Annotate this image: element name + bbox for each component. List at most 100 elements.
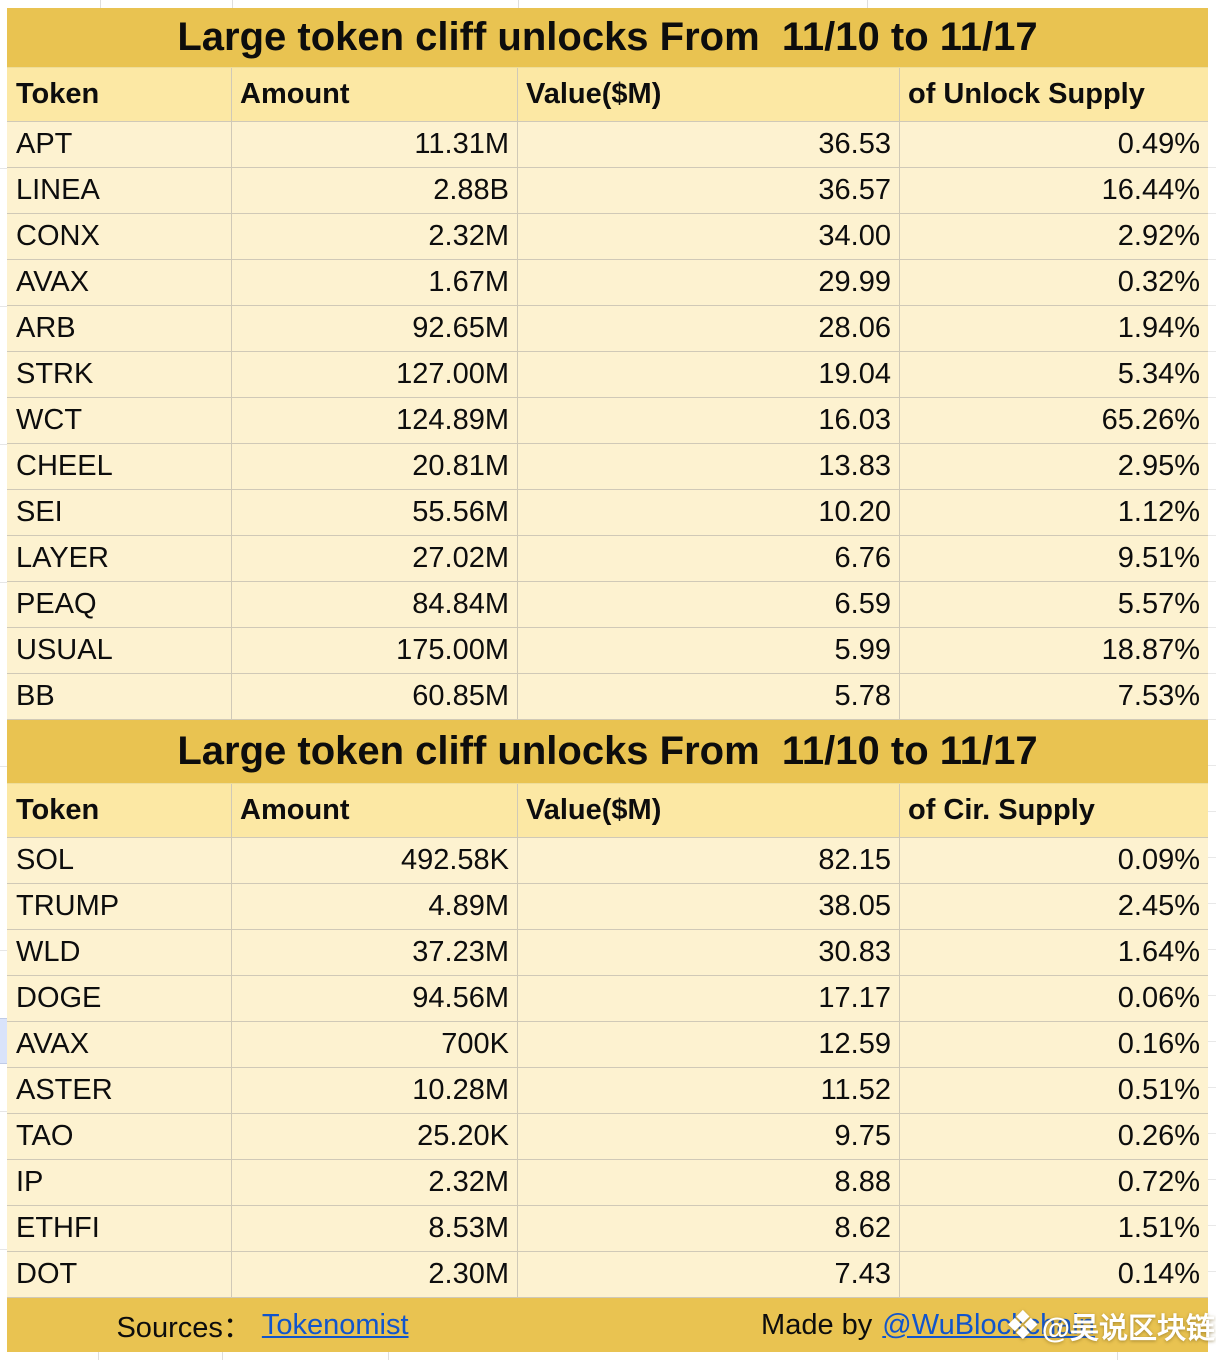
cell-token[interactable]: USUAL — [7, 628, 232, 673]
cell-percent[interactable]: 0.16% — [1117, 1028, 1200, 1060]
cell-value[interactable]: 6.59 — [518, 582, 900, 627]
cell-token[interactable]: AVAX — [7, 260, 232, 305]
cell-token[interactable]: AVAX — [7, 1022, 232, 1067]
cell-value[interactable]: 12.59 — [518, 1022, 900, 1067]
cell-amount[interactable]: 2.88B — [232, 168, 518, 213]
cell-value[interactable]: 5.99 — [518, 628, 900, 673]
cell-value[interactable]: 5.78 — [518, 674, 900, 719]
cell-token[interactable]: WLD — [7, 930, 232, 975]
cell-amount[interactable]: 2.32M — [232, 214, 518, 259]
wublockchain-link[interactable]: @WuBlockchain — [882, 1308, 1095, 1341]
cell-token[interactable]: SEI — [7, 490, 232, 535]
cell-value[interactable]: 30.83 — [518, 930, 900, 975]
cell-percent[interactable]: 0.14% — [1117, 1258, 1200, 1290]
selected-row-cell[interactable] — [0, 1018, 7, 1064]
cell-percent[interactable]: 0.09% — [1117, 844, 1200, 876]
cell-token[interactable]: WCT — [7, 398, 232, 443]
cell-token[interactable]: SOL — [7, 838, 232, 883]
cell-percent[interactable]: 65.26% — [1101, 404, 1200, 436]
cell-value[interactable]: 9.75 — [518, 1114, 900, 1159]
header-token[interactable]: Token — [7, 784, 232, 837]
cell-value[interactable]: 28.06 — [518, 306, 900, 351]
cell-amount[interactable]: 8.53M — [232, 1206, 518, 1251]
cell-token[interactable]: APT — [7, 122, 232, 167]
cell-value[interactable]: 34.00 — [518, 214, 900, 259]
cell-token[interactable]: CHEEL — [7, 444, 232, 489]
cell-value[interactable]: 16.03 — [518, 398, 900, 443]
cell-amount[interactable]: 1.67M — [232, 260, 518, 305]
cell-percent[interactable]: 0.51% — [1117, 1074, 1200, 1106]
cell-amount[interactable]: 27.02M — [232, 536, 518, 581]
cell-amount[interactable]: 55.56M — [232, 490, 518, 535]
cell-amount[interactable]: 60.85M — [232, 674, 518, 719]
cell-token[interactable]: TRUMP — [7, 884, 232, 929]
table-title[interactable]: Large token cliff unlocks From 11/10 to … — [7, 720, 1208, 784]
cell-percent[interactable]: 0.49% — [1117, 128, 1200, 160]
cell-amount[interactable]: 4.89M — [232, 884, 518, 929]
cell-amount[interactable]: 25.20K — [232, 1114, 518, 1159]
header-amount[interactable]: Amount — [232, 784, 518, 837]
cell-value[interactable]: 82.15 — [518, 838, 900, 883]
cell-percent[interactable]: 0.32% — [1117, 266, 1200, 298]
cell-percent[interactable]: 9.51% — [1117, 542, 1200, 574]
cell-token[interactable]: BB — [7, 674, 232, 719]
sources-cell[interactable]: Sources： Tokenomist — [7, 1298, 518, 1352]
cell-value[interactable]: 8.88 — [518, 1160, 900, 1205]
cell-amount[interactable]: 10.28M — [232, 1068, 518, 1113]
cell-value[interactable]: 29.99 — [518, 260, 900, 305]
cell-percent[interactable]: 2.92% — [1117, 220, 1200, 252]
cell-value[interactable]: 17.17 — [518, 976, 900, 1021]
cell-token[interactable]: DOT — [7, 1252, 232, 1297]
cell-token[interactable]: STRK — [7, 352, 232, 397]
cell-amount[interactable]: 2.32M — [232, 1160, 518, 1205]
made-by-cell[interactable]: Made by @WuBlockchain — [518, 1298, 1208, 1352]
cell-value[interactable]: 8.62 — [518, 1206, 900, 1251]
cell-percent[interactable]: 1.64% — [1117, 936, 1200, 968]
cell-token[interactable]: ASTER — [7, 1068, 232, 1113]
cell-token[interactable]: LINEA — [7, 168, 232, 213]
header-value[interactable]: Value($M) — [518, 68, 900, 121]
cell-percent[interactable]: 1.94% — [1117, 312, 1200, 344]
cell-percent[interactable]: 5.34% — [1117, 358, 1200, 390]
cell-amount[interactable]: 492.58K — [232, 838, 518, 883]
cell-amount[interactable]: 84.84M — [232, 582, 518, 627]
cell-percent[interactable]: 0.26% — [1117, 1120, 1200, 1152]
cell-amount[interactable]: 2.30M — [232, 1252, 518, 1297]
cell-value[interactable]: 10.20 — [518, 490, 900, 535]
cell-amount[interactable]: 127.00M — [232, 352, 518, 397]
cell-amount[interactable]: 92.65M — [232, 306, 518, 351]
tokenomist-link[interactable]: Tokenomist — [261, 1308, 409, 1341]
header-amount[interactable]: Amount — [232, 68, 518, 121]
cell-percent[interactable]: 7.53% — [1117, 680, 1200, 712]
cell-percent[interactable]: 16.44% — [1101, 174, 1200, 206]
cell-percent[interactable]: 2.45% — [1117, 890, 1200, 922]
cell-token[interactable]: DOGE — [7, 976, 232, 1021]
cell-value[interactable]: 36.57 — [518, 168, 900, 213]
header-cir-supply[interactable]: of Cir. Supply — [908, 794, 1095, 826]
cell-value[interactable]: 13.83 — [518, 444, 900, 489]
cell-amount[interactable]: 700K — [232, 1022, 518, 1067]
cell-token[interactable]: ARB — [7, 306, 232, 351]
cell-token[interactable]: CONX — [7, 214, 232, 259]
cell-token[interactable]: PEAQ — [7, 582, 232, 627]
cell-value[interactable]: 6.76 — [518, 536, 900, 581]
cell-token[interactable]: ETHFI — [7, 1206, 232, 1251]
cell-percent[interactable]: 1.51% — [1117, 1212, 1200, 1244]
header-value[interactable]: Value($M) — [518, 784, 900, 837]
cell-amount[interactable]: 20.81M — [232, 444, 518, 489]
cell-token[interactable]: LAYER — [7, 536, 232, 581]
header-unlock-supply[interactable]: of Unlock Supply — [908, 78, 1145, 110]
header-token[interactable]: Token — [7, 68, 232, 121]
cell-amount[interactable]: 175.00M — [232, 628, 518, 673]
cell-percent[interactable]: 1.12% — [1117, 496, 1200, 528]
cell-amount[interactable]: 94.56M — [232, 976, 518, 1021]
cell-amount[interactable]: 11.31M — [232, 122, 518, 167]
cell-token[interactable]: IP — [7, 1160, 232, 1205]
cell-percent[interactable]: 0.72% — [1117, 1166, 1200, 1198]
cell-amount[interactable]: 124.89M — [232, 398, 518, 443]
cell-token[interactable]: TAO — [7, 1114, 232, 1159]
cell-value[interactable]: 38.05 — [518, 884, 900, 929]
cell-value[interactable]: 19.04 — [518, 352, 900, 397]
cell-percent[interactable]: 5.57% — [1117, 588, 1200, 620]
cell-percent[interactable]: 18.87% — [1101, 634, 1200, 666]
